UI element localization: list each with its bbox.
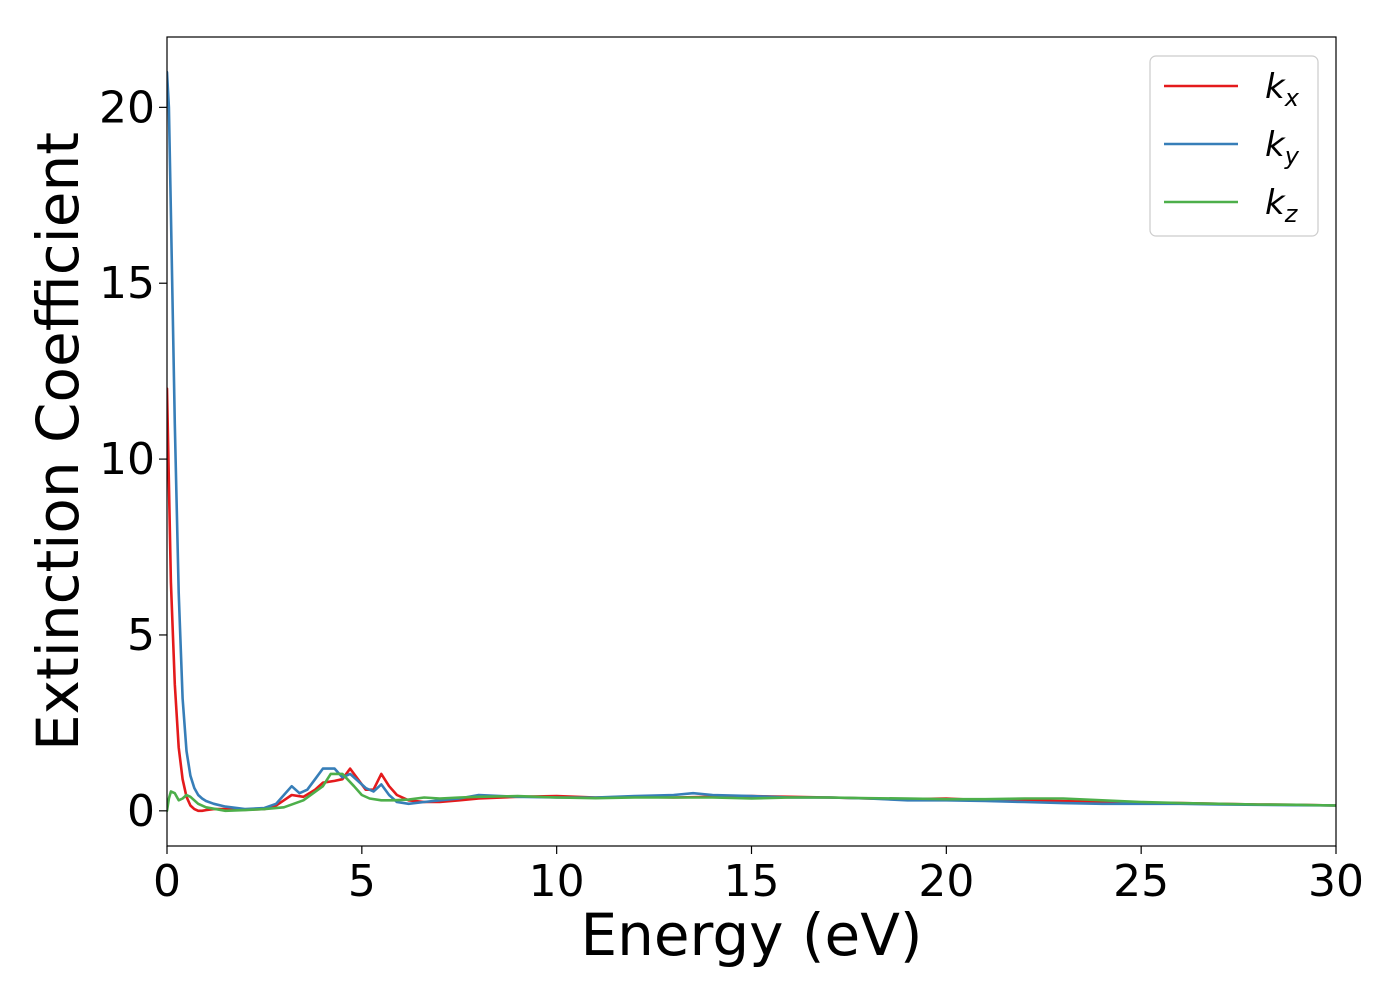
series-line-z — [167, 772, 1336, 813]
x-tick-label: 10 — [529, 856, 585, 907]
x-tick-label: 15 — [724, 856, 780, 907]
x-tick-label: 25 — [1113, 856, 1169, 907]
y-tick-label: 0 — [127, 786, 155, 837]
x-tick-label: 20 — [918, 856, 974, 907]
x-tick-label: 5 — [348, 856, 376, 907]
legend-label-z: kz — [1265, 183, 1299, 228]
y-tick-label: 10 — [99, 434, 155, 485]
legend: kx ky kz — [1149, 55, 1319, 237]
y-axis-title: Extinction Coefficient — [24, 132, 92, 751]
y-tick-label: 5 — [127, 610, 155, 661]
legend-label-y: ky — [1265, 125, 1300, 170]
x-tick-label: 0 — [153, 856, 181, 907]
y-axis: 0 5 10 15 20 — [99, 82, 167, 837]
legend-label-x: kx — [1265, 67, 1300, 112]
y-tick-label: 20 — [99, 82, 155, 133]
y-tick-label: 15 — [99, 258, 155, 309]
x-axis-title: Energy (eV) — [580, 901, 922, 969]
legend-box — [1149, 55, 1319, 237]
x-axis: 0 5 10 15 20 25 30 — [153, 846, 1364, 907]
x-tick-label: 30 — [1308, 856, 1364, 907]
series-line-x — [167, 387, 1336, 813]
